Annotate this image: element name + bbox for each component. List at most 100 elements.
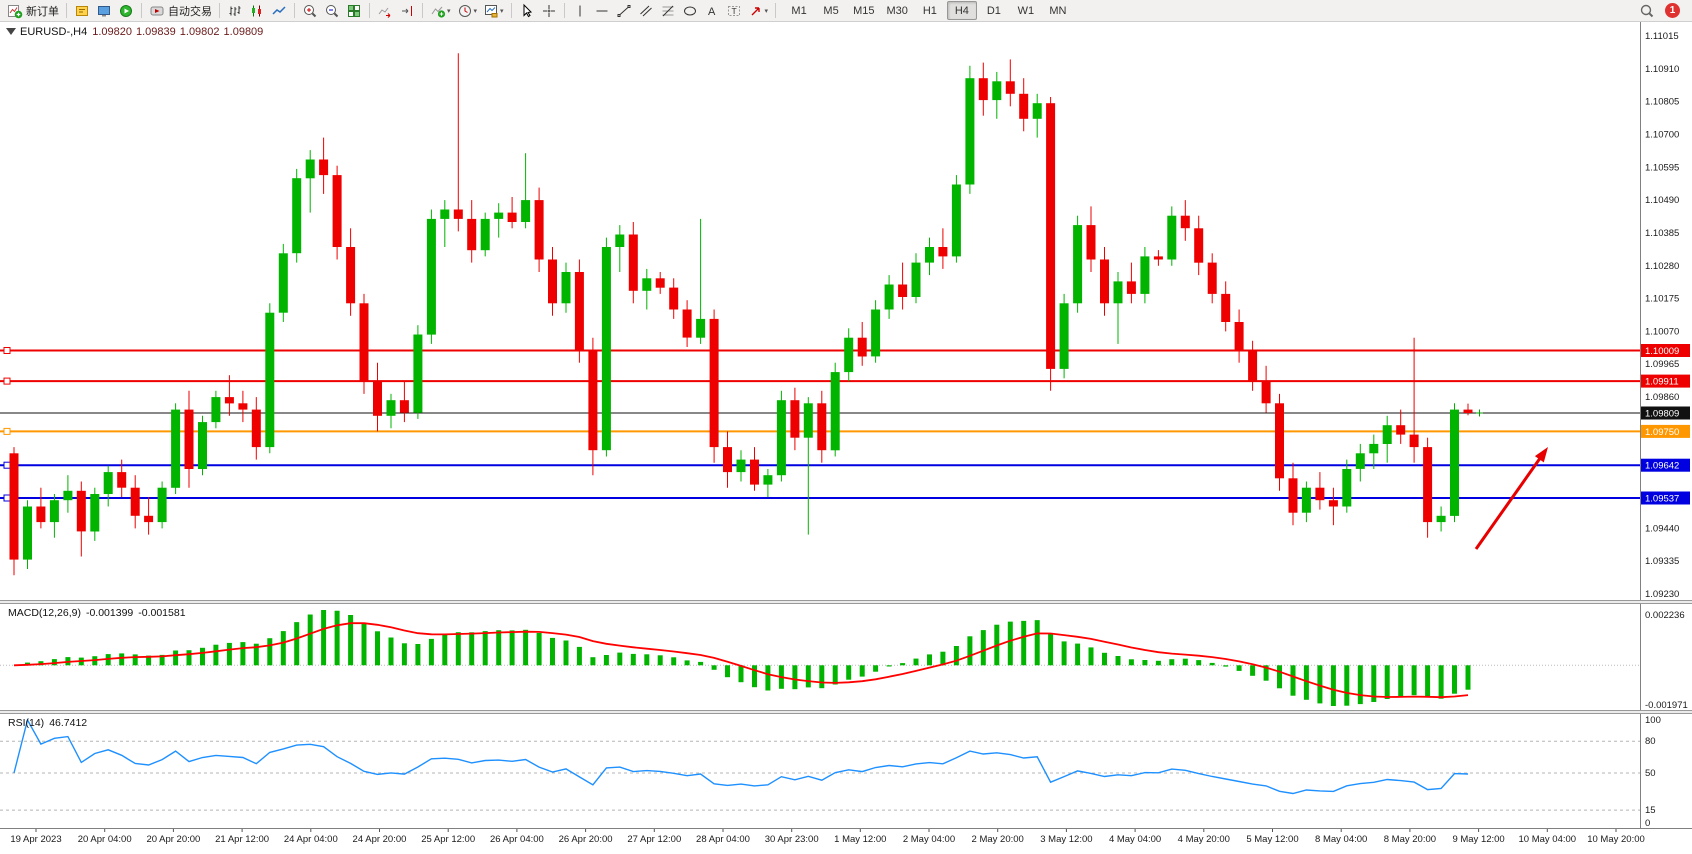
navigator-icon bbox=[118, 3, 134, 19]
market-watch-button[interactable] bbox=[93, 1, 115, 21]
navigator-button[interactable] bbox=[115, 1, 137, 21]
cursor-icon bbox=[519, 3, 535, 19]
new-order-label: 新订单 bbox=[26, 5, 59, 18]
one-click-trading-toggle[interactable] bbox=[6, 28, 16, 35]
timeframe-group: M1 M5 M15 M30 H1 H4 D1 W1 MN bbox=[784, 1, 1073, 20]
timeframe-button-h4[interactable]: H4 bbox=[946, 1, 977, 20]
rsi-panel[interactable] bbox=[0, 714, 1640, 828]
chart-shift-icon bbox=[399, 3, 415, 19]
tile-windows-button[interactable] bbox=[343, 1, 365, 21]
crosshair-button[interactable] bbox=[538, 1, 560, 21]
search-button[interactable] bbox=[1636, 1, 1658, 21]
indicators-button[interactable]: ▾ bbox=[427, 1, 454, 21]
periods-button[interactable]: ▾ bbox=[454, 1, 481, 21]
chevron-down-icon: ▾ bbox=[500, 7, 504, 15]
trendline-icon bbox=[616, 3, 632, 19]
line-chart-button[interactable] bbox=[268, 1, 290, 21]
panel-splitter[interactable] bbox=[0, 600, 1692, 604]
toolbar-right-group: 1 bbox=[1636, 1, 1688, 21]
equidistant-channel-button[interactable] bbox=[635, 1, 657, 21]
rsi-scale-label: 100 bbox=[1645, 715, 1661, 726]
price-axis-label: 1.10490 bbox=[1645, 195, 1679, 206]
price-tag: 1.09750 bbox=[1641, 424, 1690, 438]
crosshair-icon bbox=[541, 3, 557, 19]
rsi-scale[interactable]: 100 80 50 15 0 bbox=[1645, 715, 1661, 829]
main-chart-panel[interactable] bbox=[0, 22, 1640, 600]
price-axis-label: 1.09965 bbox=[1645, 359, 1679, 370]
rsi-indicator-label: RSI(14) 46.7412 bbox=[8, 717, 92, 729]
timeframe-button-m1[interactable]: M1 bbox=[791, 4, 807, 17]
text-icon: A bbox=[704, 3, 720, 19]
auto-scroll-button[interactable] bbox=[374, 1, 396, 21]
rsi-scale-label: 50 bbox=[1645, 768, 1656, 779]
time-axis-label: 9 May 12:00 bbox=[1452, 834, 1504, 845]
timeframe-button-m30[interactable]: M30 bbox=[886, 4, 908, 17]
time-axis-label: 21 Apr 12:00 bbox=[215, 834, 269, 845]
equidistant-channel-icon bbox=[638, 3, 654, 19]
cursor-button[interactable] bbox=[516, 1, 538, 21]
shapes-button[interactable] bbox=[679, 1, 701, 21]
candles-chart-button[interactable] bbox=[246, 1, 268, 21]
autotrading-label: 自动交易 bbox=[168, 5, 212, 18]
timeframe-button-m15[interactable]: M15 bbox=[853, 4, 875, 17]
price-axis-label: 1.10280 bbox=[1645, 261, 1679, 272]
price-axis-label: 1.09230 bbox=[1645, 589, 1679, 600]
candles-chart-icon bbox=[249, 3, 265, 19]
new-order-button[interactable]: 新订单 bbox=[4, 1, 62, 21]
auto-scroll-icon bbox=[377, 3, 393, 19]
chevron-down-icon: ▾ bbox=[764, 7, 769, 15]
zoom-in-button[interactable] bbox=[299, 1, 321, 21]
symbol-period-label: EURUSD-,H4 bbox=[20, 26, 88, 38]
zoom-in-icon bbox=[302, 3, 318, 19]
toolbar-separator bbox=[369, 3, 370, 18]
price-axis-label: 1.11015 bbox=[1645, 31, 1679, 42]
time-axis-label: 20 Apr 20:00 bbox=[146, 834, 200, 845]
autotrading-icon bbox=[149, 3, 165, 19]
tile-windows-icon bbox=[346, 3, 362, 19]
autotrading-button[interactable]: 自动交易 bbox=[146, 1, 215, 21]
arrows-button[interactable]: ▾ bbox=[745, 1, 772, 21]
time-axis-label: 1 May 12:00 bbox=[834, 834, 886, 845]
time-axis[interactable]: 19 Apr 2023 20 Apr 04:00 20 Apr 20:00 21 Ap… bbox=[10, 829, 1645, 845]
time-axis-label: 26 Apr 20:00 bbox=[559, 834, 613, 845]
macd-panel[interactable] bbox=[0, 604, 1640, 710]
chevron-down-icon: ▾ bbox=[447, 7, 451, 15]
price-axis[interactable]: 1.11015 1.10910 1.10805 1.10700 1.10595 1.104… bbox=[1645, 31, 1679, 600]
price-axis-label: 1.09860 bbox=[1645, 392, 1679, 403]
timeframe-button-mn[interactable]: MN bbox=[1049, 4, 1067, 17]
notification-badge[interactable]: 1 bbox=[1665, 3, 1680, 18]
trendline-button[interactable] bbox=[613, 1, 635, 21]
bars-chart-button[interactable] bbox=[224, 1, 246, 21]
fibonacci-button[interactable] bbox=[657, 1, 679, 21]
zoom-out-button[interactable] bbox=[321, 1, 343, 21]
candles bbox=[9, 53, 1473, 576]
timeframe-button-h1[interactable]: H1 bbox=[922, 4, 937, 17]
time-axis-label: 20 Apr 04:00 bbox=[78, 834, 132, 845]
macd-indicator-label: MACD(12,26,9) -0.001399 -0.001581 bbox=[8, 607, 191, 619]
text-button[interactable]: A bbox=[701, 1, 723, 21]
horizontal-line-button[interactable] bbox=[591, 1, 613, 21]
toolbar-separator bbox=[775, 3, 777, 18]
price-axis-label: 1.09335 bbox=[1645, 556, 1679, 567]
time-axis-label: 10 May 20:00 bbox=[1587, 834, 1645, 845]
time-axis-label: 30 Apr 23:00 bbox=[765, 834, 819, 845]
periods-icon bbox=[457, 3, 473, 19]
svg-text:1.10009: 1.10009 bbox=[1645, 346, 1679, 357]
templates-button[interactable]: ▾ bbox=[480, 1, 507, 21]
text-label-button[interactable]: T bbox=[723, 1, 745, 21]
metaeditor-button[interactable] bbox=[71, 1, 93, 21]
timeframe-button-w1[interactable]: W1 bbox=[1017, 4, 1035, 17]
timeframe-button-m5[interactable]: M5 bbox=[823, 4, 839, 17]
macd-signal-value: -0.001581 bbox=[138, 607, 186, 619]
time-axis-label: 28 Apr 04:00 bbox=[696, 834, 750, 845]
macd-scale-min: -0.001971 bbox=[1645, 700, 1688, 711]
trend-arrow-annotation[interactable] bbox=[1474, 447, 1548, 550]
panel-splitter[interactable] bbox=[0, 710, 1692, 714]
vertical-line-icon bbox=[572, 3, 588, 19]
macd-scale[interactable]: 0.002236 -0.001971 bbox=[1645, 610, 1688, 711]
timeframe-button-d1[interactable]: D1 bbox=[986, 4, 1001, 17]
vertical-line-button[interactable] bbox=[569, 1, 591, 21]
rsi-value: 46.7412 bbox=[49, 717, 88, 729]
chart-shift-button[interactable] bbox=[396, 1, 418, 21]
